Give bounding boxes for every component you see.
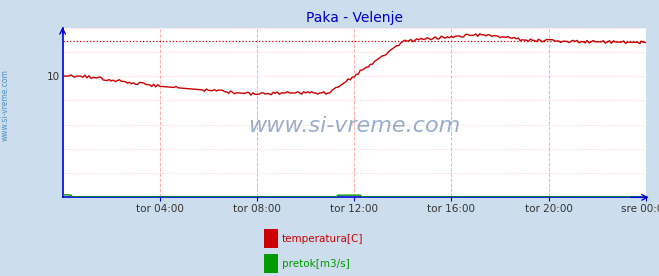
Text: pretok[m3/s]: pretok[m3/s] xyxy=(282,259,350,269)
Text: www.si-vreme.com: www.si-vreme.com xyxy=(1,69,10,141)
Text: temperatura[C]: temperatura[C] xyxy=(282,234,364,244)
Title: Paka - Velenje: Paka - Velenje xyxy=(306,11,403,25)
Text: www.si-vreme.com: www.si-vreme.com xyxy=(248,116,461,136)
